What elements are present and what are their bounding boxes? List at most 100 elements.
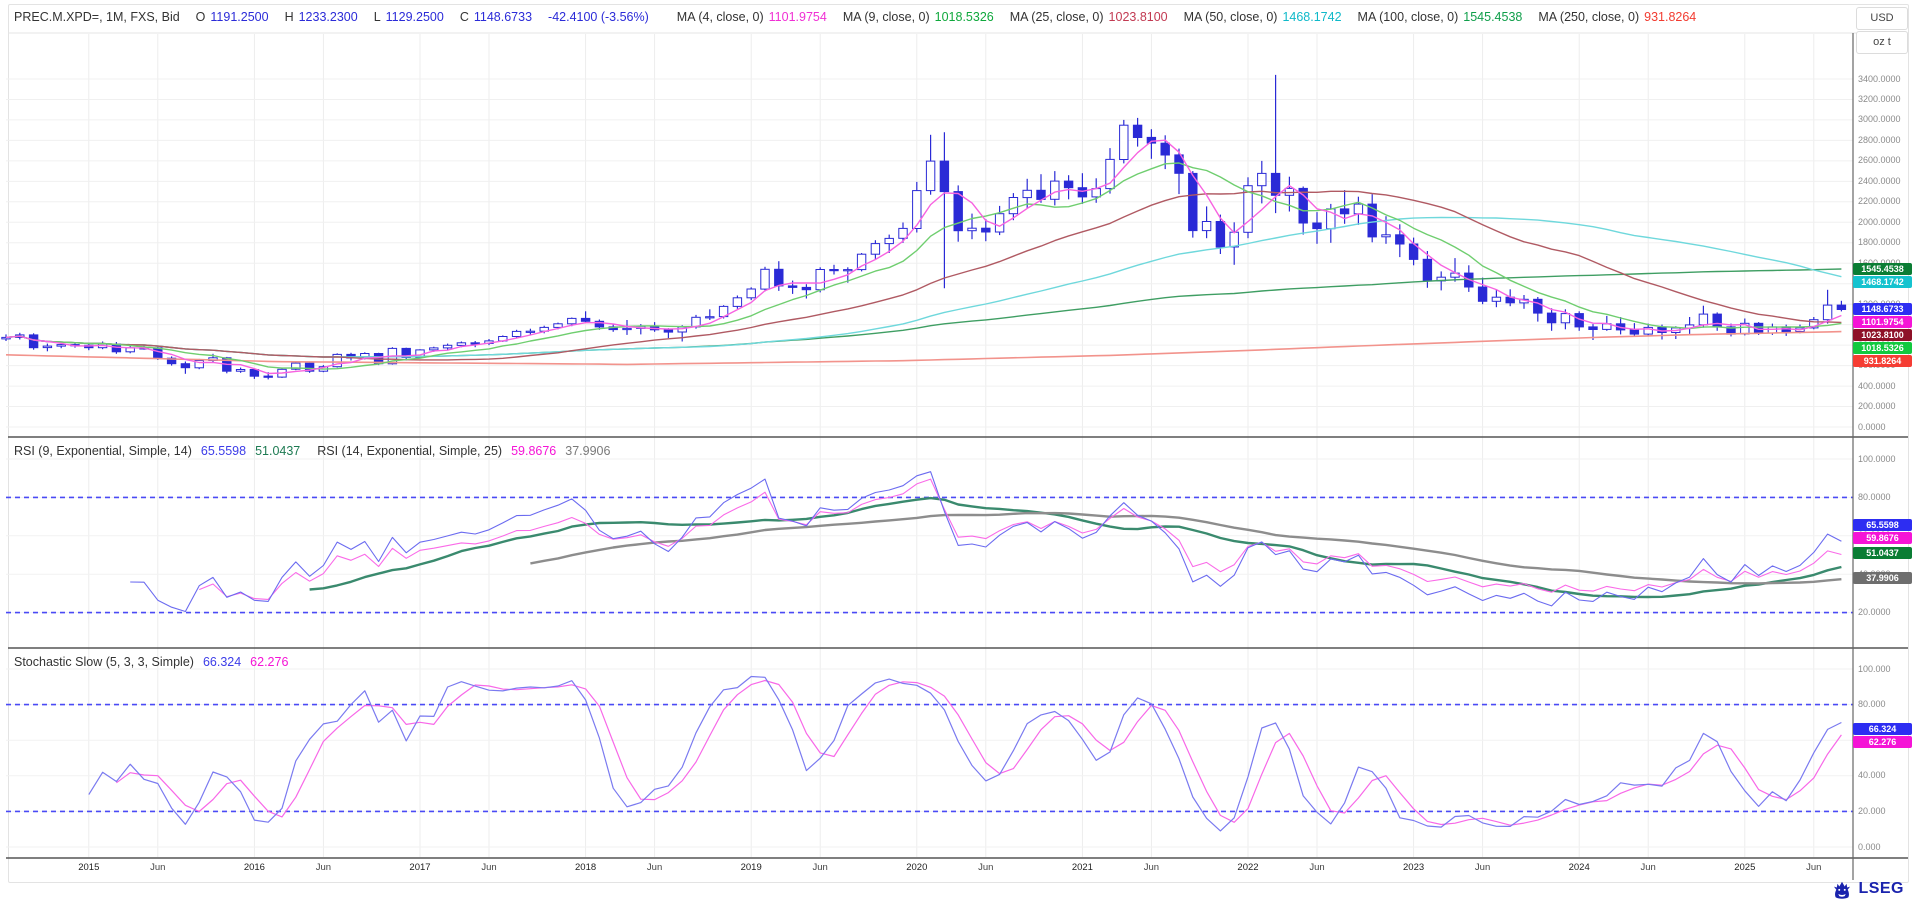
stochastic-value-2: 62.276 [250, 655, 289, 669]
rsi-title-1: RSI (9, Exponential, Simple, 14) [14, 444, 192, 458]
price-axis-label: 400.0000 [1858, 380, 1896, 391]
high-value: H 1233.2300 [285, 10, 358, 24]
stochastic-axis-label: 80.000 [1858, 699, 1886, 710]
open-number: 1191.2500 [210, 10, 269, 24]
time-axis-label: Jun [1309, 862, 1325, 873]
rsi-tag: 37.9906 [1853, 572, 1912, 585]
ma-legend-label: MA (100, close, 0) [1357, 10, 1459, 24]
close-number: 1148.6733 [473, 10, 533, 24]
time-axis-label: Jun [150, 862, 166, 873]
open-value: O 1191.2500 [196, 10, 269, 24]
time-axis-label: 2020 [906, 862, 928, 873]
ma-legend-item: MA (250, close, 0) 931.8264 [1538, 10, 1696, 24]
rsi-title-2: RSI (14, Exponential, Simple, 25) [317, 444, 503, 458]
ma-legend-label: MA (250, close, 0) [1538, 10, 1640, 24]
ma-legend-value: 1023.8100 [1108, 10, 1168, 24]
ma-legend-label: MA (25, close, 0) [1009, 10, 1104, 24]
price-axis-label: 1600.0000 [1858, 258, 1914, 269]
time-axis-label: 2017 [409, 862, 431, 873]
time-axis-label: 2023 [1403, 862, 1425, 873]
time-axis-label: Jun [1143, 862, 1160, 873]
close-value: C 1148.6733 [460, 10, 532, 24]
ma-legend-value: 931.8264 [1644, 10, 1697, 24]
rsi-axis-label: 80.0000 [1858, 491, 1891, 502]
price-axis-label: 2400.0000 [1858, 175, 1901, 186]
price-tag: 1018.5326 [1853, 342, 1912, 355]
time-axis-label: 2022 [1237, 862, 1259, 873]
measure-unit-box[interactable]: oz t [1856, 31, 1908, 54]
ma-legend-label: MA (9, close, 0) [842, 10, 930, 24]
price-axis-label: 3400.0000 [1858, 73, 1901, 84]
time-axis-label: Jun [646, 862, 663, 873]
price-axis-label: 0.0000 [1858, 421, 1886, 432]
price-axis-label: 2000.0000 [1858, 216, 1901, 227]
price-axis-label: 3200.0000 [1858, 94, 1901, 104]
symbol-label: PREC.M.XPD=, 1M, FXS, Bid [14, 10, 180, 24]
stochastic-tag: 66.324 [1853, 722, 1912, 735]
stochastic-panel-header: Stochastic Slow (5, 3, 3, Simple) 66.324… [14, 655, 288, 669]
stochastic-axis-label: 100.000 [1858, 663, 1891, 674]
price-tag: 1101.9754 [1853, 316, 1912, 329]
price-axis-label: 2800.0000 [1858, 134, 1901, 145]
price-axis-label: 1800.0000 [1858, 237, 1901, 248]
ma-legend-value: 1101.9754 [768, 10, 827, 24]
chart-header: PREC.M.XPD=, 1M, FXS, Bid O 1191.2500 H 12… [14, 10, 1696, 24]
rsi-value-2: 51.0437 [255, 444, 301, 458]
stochastic-axis-label: 20.000 [1858, 805, 1886, 816]
ma-legend-value: 1018.5326 [934, 10, 994, 24]
rsi-axis-label: 20.0000 [1858, 607, 1891, 618]
time-axis-label: 2024 [1568, 862, 1590, 873]
rsi-axis-label: 100.0000 [1858, 453, 1896, 464]
rsi-value-1: 65.5598 [200, 444, 247, 458]
time-axis-label: 2025 [1734, 862, 1756, 873]
ma-legend-item: MA (100, close, 0) 1545.4538 [1358, 10, 1523, 24]
ma-legend-label: MA (50, close, 0) [1183, 10, 1278, 24]
low-value: L 1129.2500 [374, 10, 444, 24]
lseg-logo: LSEG [1831, 878, 1904, 900]
rsi-tag: 65.5598 [1853, 519, 1912, 532]
lseg-lion-icon [1834, 881, 1851, 899]
time-axis-label: Jun [978, 862, 994, 873]
stochastic-axis-label: 40.000 [1858, 770, 1886, 781]
time-axis-label: 2021 [1071, 862, 1093, 873]
price-tag: 931.8264 [1853, 355, 1912, 368]
ma-legend-label: MA (4, close, 0) [676, 10, 764, 24]
high-number: 1233.2300 [298, 10, 358, 24]
high-letter: H [284, 10, 294, 24]
time-axis-label: 2016 [243, 862, 265, 873]
ma-legend-item: MA (4, close, 0) 1101.9754 [677, 10, 827, 24]
net-change: -42.4100 (-3.56%) [548, 10, 649, 24]
rsi-panel-header: RSI (9, Exponential, Simple, 14) 65.5598… [14, 444, 610, 458]
currency-unit-box[interactable]: USD [1856, 7, 1908, 30]
open-letter: O [195, 10, 206, 24]
ma-legend-item: MA (25, close, 0) 1023.8100 [1010, 10, 1168, 24]
time-axis-label: Jun [1806, 862, 1822, 873]
stochastic-title: Stochastic Slow (5, 3, 3, Simple) [14, 655, 194, 669]
rsi-tag: 51.0437 [1853, 547, 1912, 559]
rsi-tag: 59.8676 [1853, 532, 1912, 545]
time-axis-label: 2019 [740, 862, 762, 873]
time-axis-label: Jun [481, 862, 497, 873]
price-tag: 1148.6733 [1853, 303, 1912, 316]
ma-legend: MA (4, close, 0) 1101.9754 MA (9, close, 0… [677, 10, 1696, 24]
price-axis-label: 3000.0000 [1858, 114, 1901, 125]
low-letter: L [373, 10, 381, 24]
stochastic-axis-label: 0.000 [1858, 841, 1881, 852]
low-number: 1129.2500 [385, 10, 444, 24]
rsi-value-3: 59.8676 [511, 444, 557, 458]
close-letter: C [459, 10, 469, 24]
time-axis-label: 2015 [78, 862, 100, 873]
price-axis-label: 2200.0000 [1858, 196, 1901, 207]
ma-legend-item: MA (9, close, 0) 1018.5326 [843, 10, 994, 24]
stochastic-tag: 62.276 [1853, 735, 1912, 748]
ma-legend-value: 1468.1742 [1282, 10, 1342, 24]
time-axis-label: Jun [1640, 862, 1656, 873]
price-axis-label: 2600.0000 [1858, 155, 1901, 166]
price-tag: 1545.4538 [1853, 262, 1912, 275]
price-tag: 1023.8100 [1853, 329, 1912, 342]
time-axis-label: Jun [812, 862, 828, 873]
ma-legend-item: MA (50, close, 0) 1468.1742 [1184, 10, 1342, 24]
stochastic-value-1: 66.324 [202, 655, 242, 669]
